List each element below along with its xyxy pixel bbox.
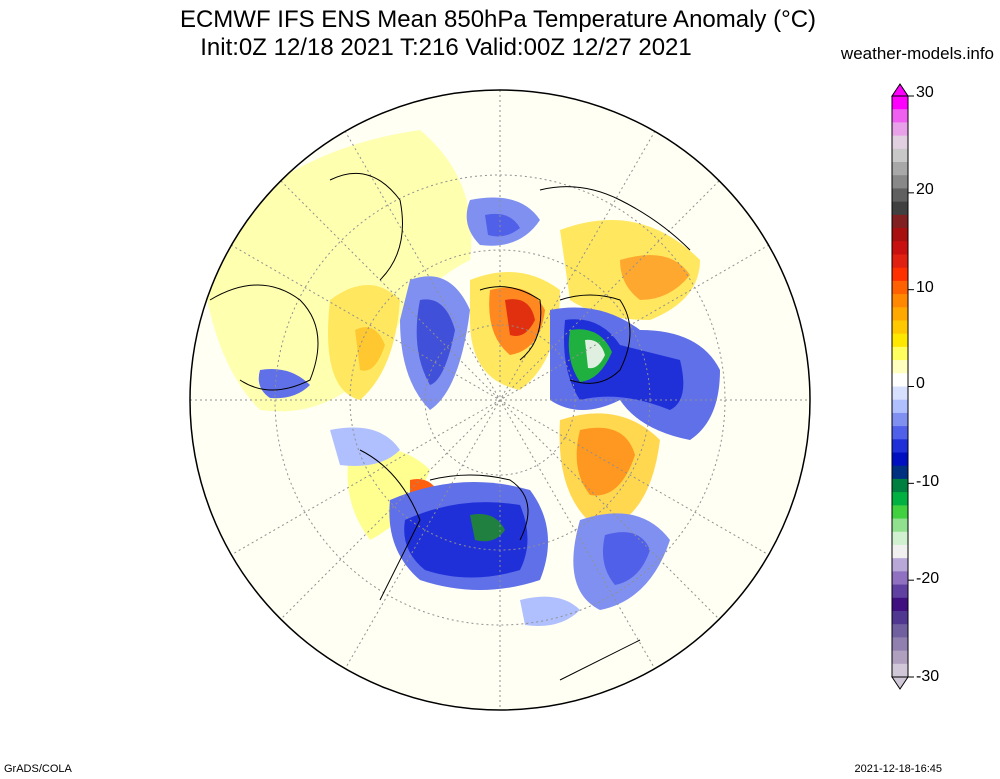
colorbar-swatch [892,399,908,414]
colorbar-swatch [892,228,908,242]
footer-credit: GrADS/COLA [4,763,72,775]
graticule [190,90,810,710]
colorbar-label-m20: -20 [916,570,940,587]
colorbar-swatch [892,373,908,387]
colorbar-max-arrow [891,83,909,97]
colorbar-swatch [892,241,908,255]
colorbar-swatch [892,162,908,176]
colorbar-swatch [892,188,908,203]
colorbar-swatch [892,148,908,163]
colorbar-swatch [892,663,908,678]
map-border [189,89,811,711]
colorbar-swatch [892,346,908,361]
colorbar-swatch [892,478,908,493]
colorbar-swatch [892,492,908,506]
colorbar-swatch [892,333,908,348]
colorbar-swatch [892,267,908,282]
colorbar-min-arrow [891,676,909,690]
colorbar-swatch [892,109,908,123]
colorbar-label-m10: -10 [916,473,940,490]
coastlines [209,172,691,681]
colorbar-swatch [892,96,908,110]
colorbar-swatch [892,412,908,427]
colorbar-swatch [892,637,908,652]
colorbar-swatch [892,558,908,572]
colorbar-swatch [892,531,908,546]
colorbar-swatch [892,571,908,586]
footer-timestamp: 2021-12-18-16:45 [854,763,942,775]
colorbar-swatch [892,544,908,559]
colorbar-swatch [892,452,908,467]
map-subtitle: Init:0Z 12/18 2021 T:216 Valid:00Z 12/27… [200,34,692,61]
colorbar-swatch [892,201,908,216]
colorbar-label-10: 10 [916,279,934,296]
colorbar-swatch [892,360,908,374]
colorbar-swatch [892,597,908,612]
colorbar-swatch [892,426,908,440]
colorbar-swatch [892,386,908,401]
colorbar-swatch [892,280,908,295]
colorbar-swatch [892,624,908,638]
colorbar [891,83,914,690]
colorbar-swatch [892,135,908,150]
site-credit: weather-models.info [840,44,994,63]
colorbar-swatch [892,122,908,137]
colorbar-swatch [892,518,908,533]
colorbar-label-20: 20 [916,181,934,198]
colorbar-label-30: 30 [916,84,934,101]
colorbar-swatch [892,465,908,480]
colorbar-swatch [892,584,908,599]
colorbar-swatch [892,505,908,520]
colorbar-label-0: 0 [916,375,925,392]
colorbar-swatch [892,214,908,229]
map-title: ECMWF IFS ENS Mean 850hPa Temperature An… [179,6,817,33]
colorbar-swatch [892,254,908,269]
anomaly-field [200,130,720,626]
colorbar-swatch [892,650,908,665]
colorbar-swatch [892,307,908,321]
colorbar-swatch [892,320,908,335]
colorbar-swatch [892,439,908,454]
colorbar-swatch [892,294,908,308]
colorbar-swatch [892,610,908,625]
colorbar-label-m30: -30 [916,668,940,685]
colorbar-swatch [892,175,908,189]
